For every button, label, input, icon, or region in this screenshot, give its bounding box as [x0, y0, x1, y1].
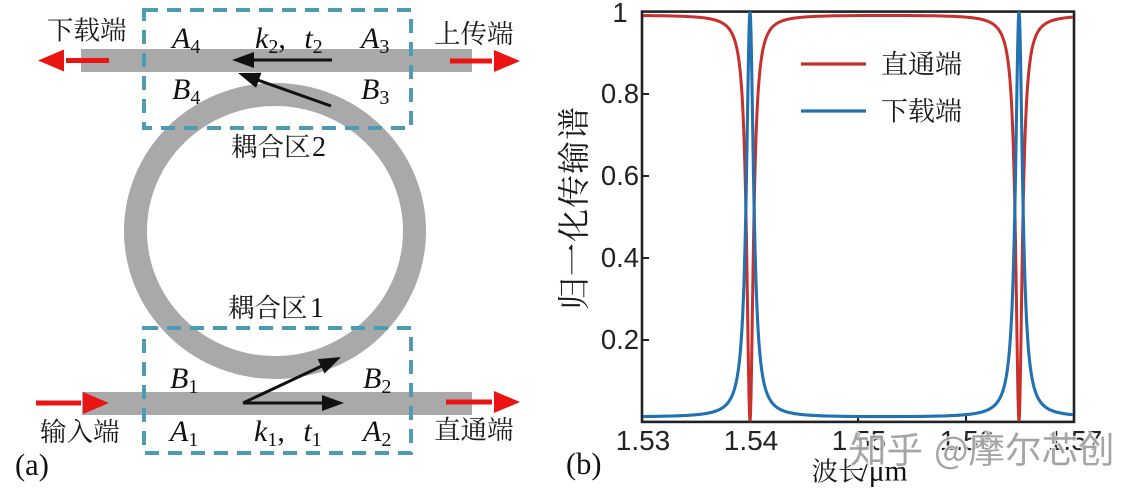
svg-text:A4: A4 — [170, 22, 200, 58]
svg-text:k2, t2: k2, t2 — [255, 22, 323, 58]
svg-text:2: 2 — [312, 132, 326, 163]
svg-text:1: 1 — [612, 0, 627, 28]
svg-text:k1, t1: k1, t1 — [254, 415, 322, 451]
svg-text:0.8: 0.8 — [601, 78, 639, 109]
svg-text:(b): (b) — [566, 447, 602, 481]
svg-text:1.54: 1.54 — [724, 425, 779, 456]
svg-text:1.53: 1.53 — [616, 425, 671, 456]
svg-text:0.4: 0.4 — [601, 242, 639, 273]
svg-text:(a): (a) — [15, 448, 49, 482]
svg-text:0.2: 0.2 — [601, 324, 639, 355]
svg-text:0.6: 0.6 — [601, 160, 639, 191]
svg-text:1: 1 — [310, 293, 324, 324]
